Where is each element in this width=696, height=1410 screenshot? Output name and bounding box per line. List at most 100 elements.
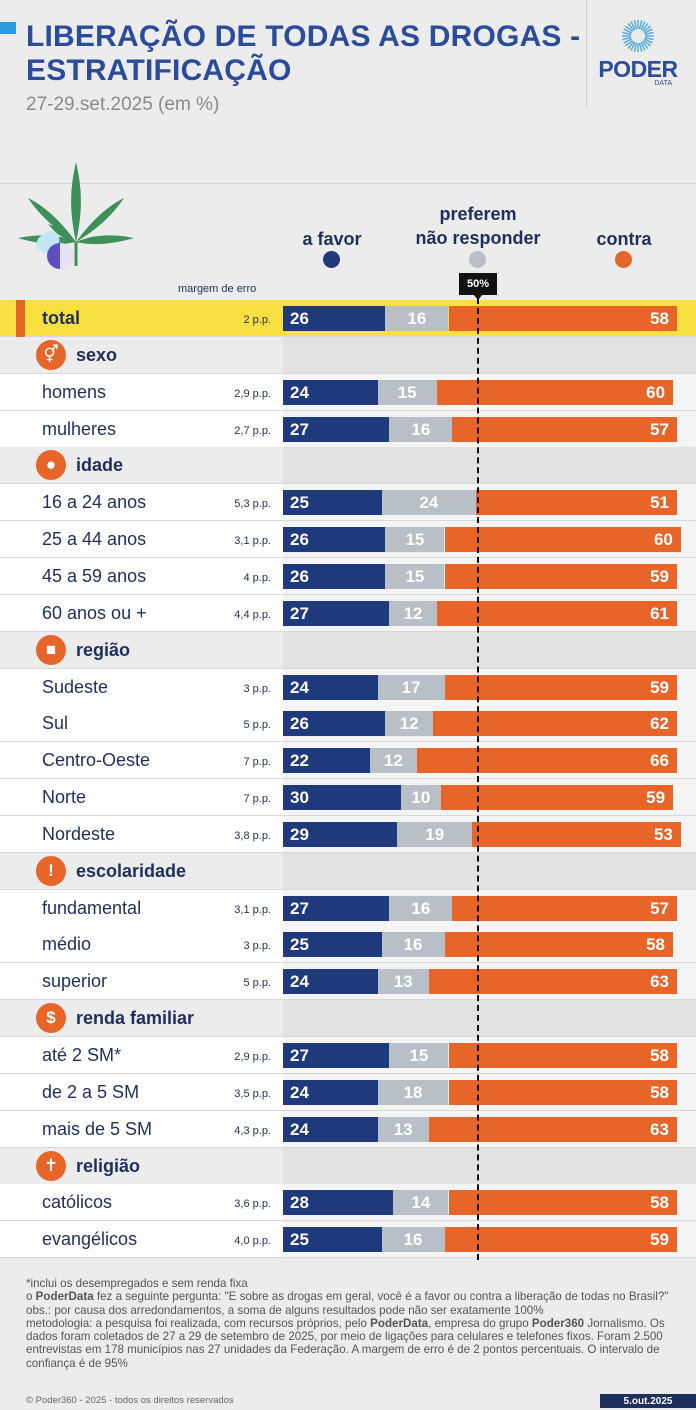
bar-favor: 27	[283, 417, 390, 442]
table-row: de 2 a 5 SM 3,5 p.p. 24 18 58	[0, 1074, 696, 1111]
title-line-1: LIBERAÇÃO DE TODAS AS DROGAS -	[26, 20, 581, 53]
bar-nao-responder-label: 14	[411, 1193, 431, 1212]
bar-favor: 25	[283, 932, 382, 957]
logo-burst-ray	[643, 25, 651, 33]
person-icon: ●	[36, 450, 66, 480]
bar-favor: 27	[283, 896, 390, 921]
bar-favor-label: 26	[290, 567, 309, 586]
footnote-methodology-b: , empresa do grupo	[428, 1316, 532, 1330]
bar-nao-responder: 18	[377, 1080, 449, 1105]
row-label: total	[42, 308, 80, 328]
row-label: Sul	[42, 713, 69, 733]
logo-text: PODER	[598, 56, 678, 82]
fifty-percent-reference-line	[477, 298, 479, 1260]
logo-burst-ray	[622, 36, 632, 41]
bar-contra: 63	[428, 1117, 677, 1142]
section-label: escolaridade	[76, 861, 187, 881]
bar-contra-label: 59	[650, 678, 669, 697]
bar-contra-label: 60	[646, 383, 666, 402]
bar-nao-responder: 16	[381, 932, 445, 957]
exclamation-icon: !	[36, 856, 66, 886]
bar-nao-responder-label: 13	[393, 1120, 413, 1139]
bar-nao-responder: 13	[377, 969, 429, 994]
bar-nao-responder: 12	[389, 601, 437, 626]
bar-nao-responder-label: 13	[393, 972, 413, 991]
section-header: ■ região	[0, 632, 696, 669]
bar-contra: 61	[436, 601, 677, 626]
bar-nao-responder: 15	[377, 380, 437, 405]
row-label: superior	[42, 971, 108, 991]
row-bar-background	[283, 632, 696, 668]
bar-favor: 24	[283, 1080, 378, 1105]
bar-favor: 24	[283, 1117, 378, 1142]
table-row: Norte 7 p.p. 30 10 59	[0, 779, 696, 816]
bar-nao-responder: 12	[385, 711, 433, 736]
bar-contra-label: 53	[653, 825, 673, 844]
bar-favor-label: 24	[290, 383, 309, 402]
bar-contra: 66	[417, 748, 677, 773]
bar-nao-responder: 15	[385, 564, 445, 589]
row-label: 60 anos ou +	[42, 603, 147, 623]
row-label: 16 a 24 anos	[42, 492, 147, 512]
bar-contra: 57	[452, 896, 677, 921]
logo-burst-ray	[640, 21, 646, 30]
table-row: católicos 3,6 p.p. 28 14 58	[0, 1184, 696, 1221]
bar-contra: 58	[448, 306, 677, 331]
table-row: 16 a 24 anos 5,3 p.p. 25 24 51	[0, 484, 696, 521]
margin-of-error: 5 p.p.	[243, 719, 271, 731]
bar-favor: 24	[283, 380, 378, 405]
logo-burst-ray	[641, 23, 649, 31]
table-row: 25 a 44 anos 3,1 p.p. 26 15 60	[0, 521, 696, 558]
bar-favor: 26	[283, 711, 386, 736]
legend-contra-dot	[615, 251, 632, 268]
bar-nao-responder: 19	[397, 822, 473, 847]
table-row: evangélicos 4,0 p.p. 25 16 59	[0, 1221, 696, 1258]
bar-nao-responder-label: 16	[411, 899, 431, 918]
dollar-icon: $	[36, 1003, 66, 1033]
table-row: 45 a 59 anos 4 p.p. 26 15 59	[0, 558, 696, 595]
footnote-question-brand: PoderData	[35, 1290, 94, 1304]
bar-favor: 27	[283, 601, 390, 626]
row-label: 25 a 44 anos	[42, 529, 147, 549]
bar-contra: 58	[448, 1190, 677, 1215]
bar-favor-label: 24	[290, 678, 309, 697]
table-row: superior 5 p.p. 24 13 63	[0, 963, 696, 1000]
margin-of-error: 7 p.p.	[243, 793, 271, 805]
logo-burst-ray	[633, 20, 638, 30]
bar-nao-responder-label: 15	[409, 1046, 429, 1065]
table-row: médio 3 p.p. 25 16 58	[0, 926, 696, 963]
bar-favor: 30	[283, 785, 402, 810]
margin-of-error: 4,4 p.p.	[234, 609, 271, 621]
margin-of-error: 4,0 p.p.	[234, 1235, 271, 1247]
row-label: Nordeste	[42, 824, 116, 844]
bar-nao-responder-label: 15	[405, 530, 425, 549]
bar-favor-label: 26	[290, 714, 309, 733]
margin-of-error: 4 p.p.	[243, 572, 271, 584]
fifty-percent-badge-notch	[473, 294, 483, 300]
margin-of-error: 4,3 p.p.	[234, 1125, 271, 1137]
logo-burst-ray	[644, 36, 654, 41]
bar-nao-responder: 15	[385, 527, 445, 552]
bar-contra-label: 58	[650, 309, 669, 328]
margin-of-error: 5 p.p.	[243, 977, 271, 989]
logo-burst-ray	[644, 31, 654, 36]
bar-nao-responder-label: 16	[403, 1230, 423, 1249]
page-title: LIBERAÇÃO DE TODAS AS DROGAS - ESTRATIFI…	[26, 20, 586, 88]
bar-favor-label: 25	[290, 493, 309, 512]
bar-nao-responder-label: 24	[419, 493, 439, 512]
section-label: sexo	[76, 345, 118, 365]
bar-contra: 57	[452, 417, 677, 442]
bar-contra-label: 63	[650, 1120, 669, 1139]
logo-burst-ray	[627, 41, 635, 49]
margin-of-error: 7 p.p.	[243, 756, 271, 768]
bar-nao-responder: 16	[381, 1227, 445, 1252]
row-label: 45 a 59 anos	[42, 566, 147, 586]
bar-contra: 58	[444, 932, 673, 957]
margin-of-error: 2,9 p.p.	[234, 388, 271, 400]
margin-of-error: 3,5 p.p.	[234, 1088, 271, 1100]
table-row: Centro-Oeste 7 p.p. 22 12 66	[0, 742, 696, 779]
bar-favor-label: 27	[290, 1046, 309, 1065]
bar-favor: 26	[283, 306, 386, 331]
bar-contra-label: 66	[650, 751, 669, 770]
table-row: Sudeste 3 p.p. 24 17 59	[0, 669, 696, 706]
